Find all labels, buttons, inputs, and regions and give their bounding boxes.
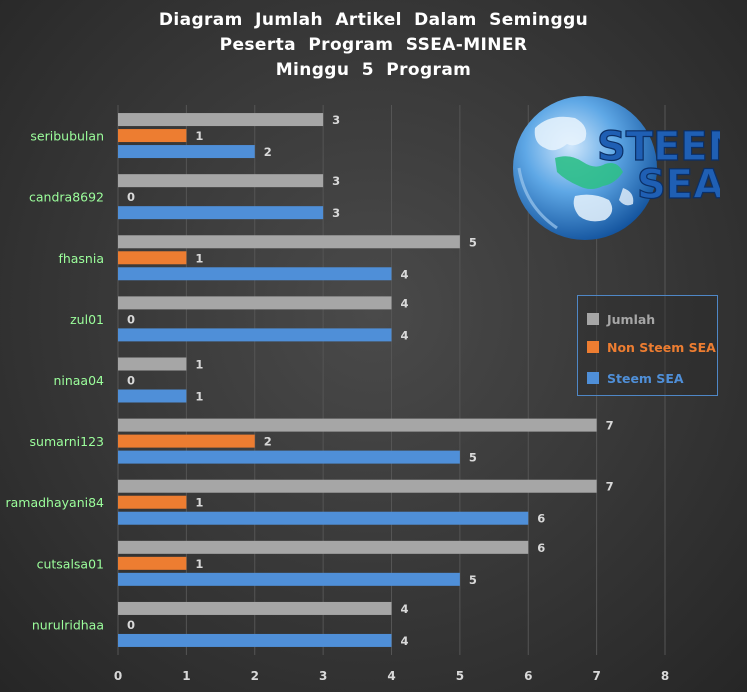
data-label: 1 [195,251,203,265]
data-label: 4 [401,602,409,616]
data-label: 0 [127,190,135,204]
legend-item-steem-sea: Steem SEA [587,370,684,386]
bar-jumlah [118,235,460,249]
legend-swatch-non-steem-sea [587,341,599,353]
bar-jumlah [118,479,597,493]
data-label: 4 [401,267,409,281]
bar-steem-sea [118,572,460,586]
category-label: cutsalsa01 [37,556,104,571]
chart-title: Diagram Jumlah Artikel Dalam Seminggu Pe… [0,8,747,83]
legend-swatch-steem-sea [587,372,599,384]
x-tick-label: 2 [251,669,259,683]
legend-item-jumlah: Jumlah [587,311,655,327]
bar-steem-sea [118,511,529,525]
chart-legend: Jumlah Non Steem SEA Steem SEA [577,295,718,396]
bar-steem-sea [118,267,392,281]
category-label: ninaa04 [53,373,104,388]
data-label: 3 [332,206,340,220]
logo-text-sea: SEA [637,162,720,208]
data-label: 7 [606,480,614,494]
labels: 0 1 2 3 4 5 6 7 8 seribubulan 3 1 2 candra8692 3 0 3 fhas… [5,113,669,683]
x-tick-label: 5 [456,669,464,683]
data-label: 1 [195,390,203,404]
steem-sea-logo: STEEM SEA [505,88,747,248]
data-label: 1 [195,496,203,510]
bar-steem-sea [118,328,392,342]
data-label: 5 [469,573,477,587]
category-label: ramadhayani84 [5,495,104,510]
legend-label-steem-sea: Steem SEA [607,370,684,386]
x-tick-label: 8 [661,669,669,683]
bar-jumlah [118,418,597,432]
bar-non-steem-sea [118,495,187,509]
x-tick-label: 3 [319,669,327,683]
legend-label-jumlah: Jumlah [607,311,656,327]
globe-icon: STEEM SEA [513,96,747,240]
bar-steem-sea [118,206,324,220]
bar-jumlah [118,174,324,188]
data-label: 5 [469,235,477,249]
bar-steem-sea [118,633,392,647]
data-label: 1 [195,358,203,372]
bar-steem-sea [118,450,460,464]
legend-item-non-steem-sea: Non Steem SEA [587,339,716,355]
data-label: 1 [195,129,203,143]
category-label: fhasnia [58,251,104,266]
data-label: 0 [127,618,135,632]
data-label: 7 [606,419,614,433]
data-label: 2 [264,435,272,449]
category-label: sumarni123 [30,434,104,449]
chart-title-line-1: Diagram Jumlah Artikel Dalam Seminggu [158,10,589,30]
category-label: seribubulan [30,129,104,144]
bar-steem-sea [118,145,255,159]
bar-non-steem-sea [118,556,187,570]
bars [118,113,597,647]
legend-swatch-jumlah [587,313,599,325]
chart-title-line-2: Peserta Program SSEA-MINER [219,35,528,55]
x-tick-label: 4 [387,669,395,683]
data-label: 4 [401,328,409,342]
x-tick-label: 1 [182,669,190,683]
bar-jumlah [118,296,392,310]
data-label: 3 [332,174,340,188]
bar-jumlah [118,113,324,127]
data-label: 3 [332,113,340,127]
legend-label-non-steem-sea: Non Steem SEA [607,339,716,355]
data-label: 6 [537,541,545,555]
category-label: candra8692 [29,190,104,205]
data-label: 6 [537,512,545,526]
data-label: 0 [127,374,135,388]
x-tick-label: 0 [114,669,122,683]
data-label: 5 [469,451,477,465]
bar-steem-sea [118,389,187,403]
category-label: nurulridhaa [32,617,104,632]
bar-jumlah [118,601,392,615]
bar-jumlah [118,540,529,554]
data-label: 4 [401,634,409,648]
chart-title-line-3: Minggu 5 Program [275,60,472,80]
bar-non-steem-sea [118,251,187,265]
x-tick-label: 6 [524,669,532,683]
data-label: 4 [401,296,409,310]
bar-non-steem-sea [118,434,255,448]
data-label: 2 [264,145,272,159]
bar-jumlah [118,357,187,371]
x-tick-label: 7 [592,669,600,683]
category-label: zul01 [70,312,104,327]
data-label: 1 [195,557,203,571]
data-label: 0 [127,312,135,326]
bar-non-steem-sea [118,129,187,143]
